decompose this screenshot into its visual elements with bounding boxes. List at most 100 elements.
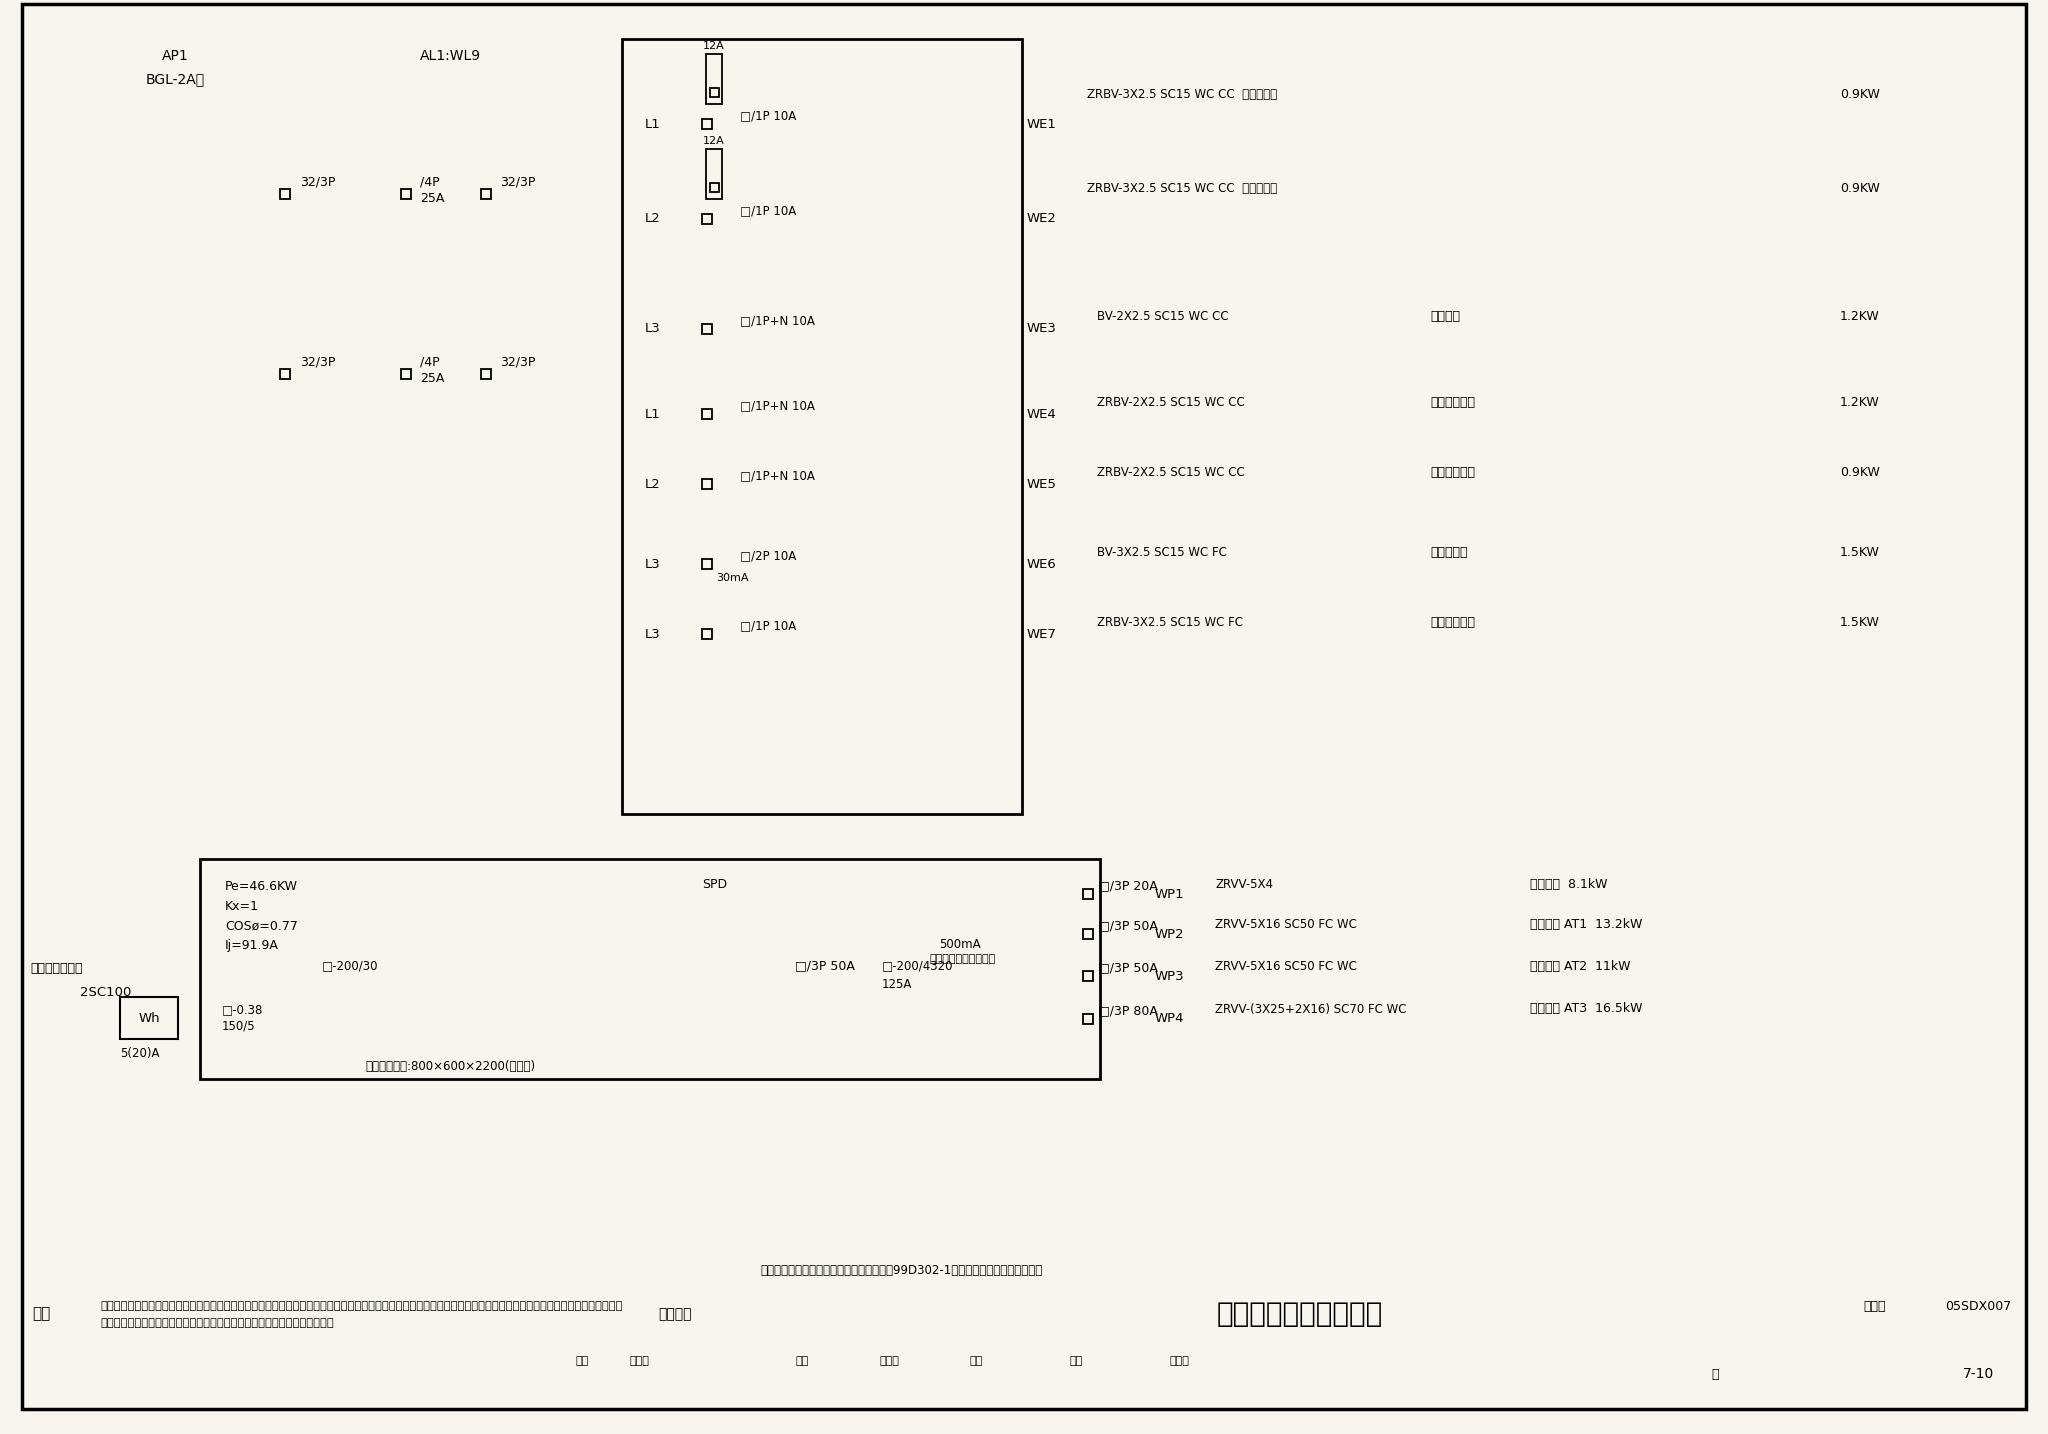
Text: 12A: 12A	[702, 42, 725, 52]
Text: 审核: 审核	[575, 1357, 588, 1367]
Text: L3: L3	[645, 628, 662, 641]
Bar	[1083, 929, 1094, 939]
Text: L3: L3	[645, 558, 662, 571]
Text: 提示: 提示	[33, 1306, 51, 1322]
Bar	[702, 630, 713, 640]
Text: SPD: SPD	[702, 878, 727, 891]
Bar	[709, 87, 719, 96]
Text: 宏育同: 宏育同	[881, 1357, 899, 1367]
Bar	[702, 324, 713, 334]
Bar	[623, 39, 1022, 815]
Bar	[709, 182, 719, 192]
Text: 32/3P: 32/3P	[299, 175, 336, 188]
Text: ZRBV-3X2.5 SC15 WC CC  楼梯间照明: ZRBV-3X2.5 SC15 WC CC 楼梯间照明	[1087, 87, 1278, 100]
Text: 应急照明  8.1kW: 应急照明 8.1kW	[1530, 878, 1608, 891]
Bar	[702, 214, 713, 224]
Text: 低压配电系统图（一）: 低压配电系统图（一）	[1217, 1301, 1382, 1328]
Text: WP3: WP3	[1155, 969, 1184, 982]
Bar	[778, 971, 788, 981]
Text: 125A: 125A	[883, 978, 911, 991]
Text: （剩余电流动作报警）: （剩余电流动作报警）	[930, 954, 995, 964]
Text: □/1P 10A: □/1P 10A	[739, 109, 797, 122]
Bar	[1083, 889, 1094, 899]
Text: 加压风机 AT2  11kW: 加压风机 AT2 11kW	[1530, 959, 1630, 972]
Text: Kx=1: Kx=1	[225, 899, 258, 912]
Text: L1: L1	[645, 118, 662, 130]
Text: 加压风机 AT1  13.2kW: 加压风机 AT1 13.2kW	[1530, 918, 1642, 931]
Text: ZRVV-5X16 SC50 FC WC: ZRVV-5X16 SC50 FC WC	[1214, 959, 1358, 972]
Text: □-200/4320: □-200/4320	[883, 959, 954, 972]
Text: 审定: 审定	[971, 1357, 983, 1367]
Text: WE1: WE1	[1026, 118, 1057, 130]
Text: □/3P 50A: □/3P 50A	[795, 959, 854, 972]
Text: 设计示例: 设计示例	[657, 1306, 692, 1321]
Bar	[1083, 971, 1094, 981]
Bar	[864, 971, 874, 981]
Text: Pe=46.6KW: Pe=46.6KW	[225, 879, 299, 892]
Bar	[401, 189, 412, 199]
Text: □/1P+N 10A: □/1P+N 10A	[739, 469, 815, 482]
Text: 1.2KW: 1.2KW	[1839, 396, 1880, 409]
Text: □/3P 50A: □/3P 50A	[1098, 919, 1157, 932]
Text: □/3P 50A: □/3P 50A	[1098, 962, 1157, 975]
Text: 12A: 12A	[702, 136, 725, 146]
Text: 图集号: 图集号	[1864, 1299, 1886, 1312]
Text: □/1P+N 10A: □/1P+N 10A	[739, 400, 815, 413]
Text: 注：双电源自投自复二次电路图见国标图集99D302-1《低压双电源切换电路图》。: 注：双电源自投自复二次电路图见国标图集99D302-1《低压双电源切换电路图》。	[760, 1265, 1042, 1278]
Text: 1.5KW: 1.5KW	[1839, 615, 1880, 628]
Text: WP2: WP2	[1155, 928, 1184, 941]
Text: 竖井照明: 竖井照明	[1430, 311, 1460, 324]
Text: □/3P 80A: □/3P 80A	[1098, 1004, 1157, 1018]
Bar	[201, 859, 1100, 1078]
Text: 30mA: 30mA	[717, 574, 748, 584]
Text: 由上级开关确定: 由上级开关确定	[31, 962, 82, 975]
Text: 25A: 25A	[420, 192, 444, 205]
Bar	[305, 971, 315, 981]
Text: ZRBV-2X2.5 SC15 WC CC: ZRBV-2X2.5 SC15 WC CC	[1098, 466, 1245, 479]
Text: 李雪佩: 李雪佩	[631, 1357, 649, 1367]
Text: □/3P 20A: □/3P 20A	[1098, 879, 1157, 892]
Text: 校对: 校对	[795, 1357, 809, 1367]
Text: □/1P+N 10A: □/1P+N 10A	[739, 314, 815, 327]
Bar	[690, 899, 739, 923]
Bar	[702, 479, 713, 489]
Bar	[1083, 1014, 1094, 1024]
Text: WE6: WE6	[1026, 558, 1057, 571]
Text: WP1: WP1	[1155, 888, 1184, 901]
Text: 箱体参考尺寸:800×600×2200(落墙箱): 箱体参考尺寸:800×600×2200(落墙箱)	[365, 1060, 535, 1073]
Text: 消防电梯 AT3  16.5kW: 消防电梯 AT3 16.5kW	[1530, 1002, 1642, 1015]
Text: /4P: /4P	[420, 175, 440, 188]
Text: ZRBV-3X2.5 SC15 WC FC: ZRBV-3X2.5 SC15 WC FC	[1098, 615, 1243, 628]
Text: ZRBV-2X2.5 SC15 WC CC: ZRBV-2X2.5 SC15 WC CC	[1098, 396, 1245, 409]
Bar	[707, 54, 723, 105]
Text: 配电室插座: 配电室插座	[1430, 545, 1468, 558]
Text: 孙成群: 孙成群	[1169, 1357, 1190, 1367]
Bar	[401, 369, 412, 379]
Text: 05SDX007: 05SDX007	[1946, 1299, 2011, 1312]
Text: 编制: 编制	[1069, 1357, 1083, 1367]
Text: Wh: Wh	[137, 1011, 160, 1024]
Text: COSø=0.77: COSø=0.77	[225, 919, 297, 932]
Text: 150/5: 150/5	[221, 1020, 256, 1032]
Text: □/1P 10A: □/1P 10A	[739, 619, 797, 632]
Text: AL1:WL9: AL1:WL9	[420, 49, 481, 63]
Bar	[281, 189, 291, 199]
Text: WE7: WE7	[1026, 628, 1057, 641]
Text: L3: L3	[645, 323, 662, 336]
Text: 32/3P: 32/3P	[500, 356, 535, 369]
Text: □/2P 10A: □/2P 10A	[739, 549, 797, 562]
Text: 0.9KW: 0.9KW	[1839, 87, 1880, 100]
Text: BV-3X2.5 SC15 WC FC: BV-3X2.5 SC15 WC FC	[1098, 545, 1227, 558]
Text: 页: 页	[1712, 1368, 1718, 1381]
Text: 此图应标注配电箱编号、型号，进线回路编号；标注各开关（或熔断器）型号、规格、整定值；配出回路编号、导线型号规格及敷设要求，（对于单相负荷应标明相别）；对: 此图应标注配电箱编号、型号，进线回路编号；标注各开关（或熔断器）型号、规格、整定…	[100, 1301, 623, 1311]
Bar	[121, 997, 178, 1040]
Bar	[702, 559, 713, 569]
Text: 0.9KW: 0.9KW	[1839, 466, 1880, 479]
Bar	[481, 369, 492, 379]
Text: 顶层应急照明: 顶层应急照明	[1430, 466, 1475, 479]
Text: /4P: /4P	[420, 356, 440, 369]
Text: L2: L2	[645, 478, 662, 490]
Text: BGL-2A改: BGL-2A改	[145, 72, 205, 86]
Text: □/1P 10A: □/1P 10A	[739, 205, 797, 218]
Text: WE5: WE5	[1026, 478, 1057, 490]
